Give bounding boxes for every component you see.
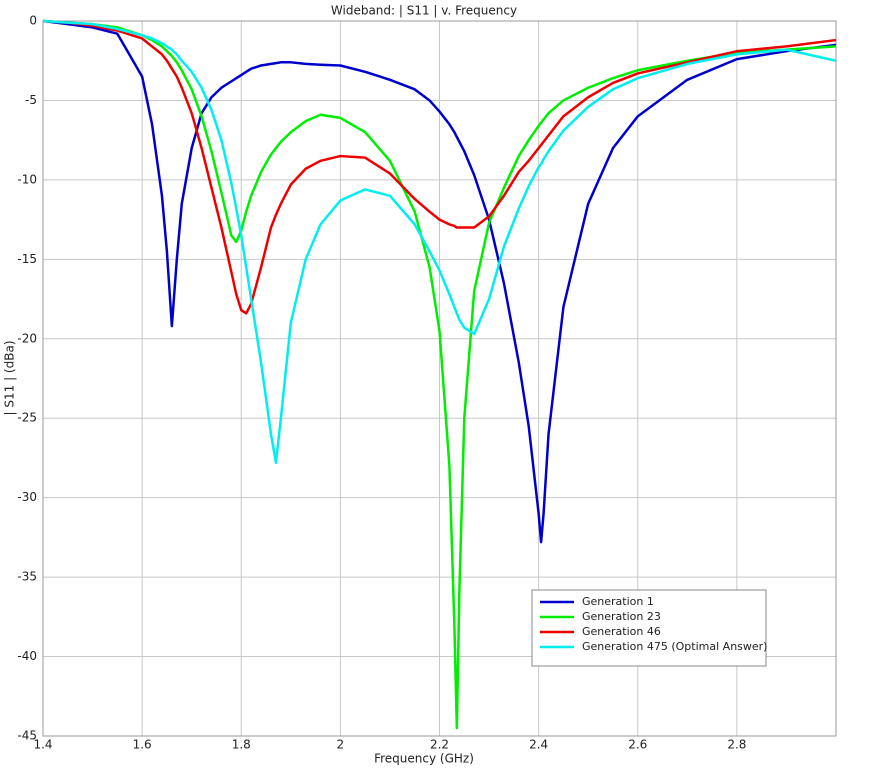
x-tick-label: 2.4 <box>529 738 548 752</box>
y-tick-label: -5 <box>25 93 37 107</box>
x-tick-label: 2.8 <box>727 738 746 752</box>
series-line <box>42 19 837 464</box>
y-tick-label: -15 <box>17 252 37 266</box>
plot-frame <box>42 20 837 737</box>
y-tick-label: -25 <box>17 411 37 425</box>
y-axis-label: | S11 | (dBa) <box>3 341 17 416</box>
legend-label: Generation 1 <box>582 595 654 608</box>
series-line <box>42 19 837 730</box>
y-tick-label: -20 <box>17 331 37 345</box>
series-line <box>42 19 837 544</box>
legend: Generation 1 Generation 23 Generation 46 Ge… <box>531 589 767 667</box>
y-tick-label: -45 <box>17 729 37 743</box>
x-tick-label: 1.6 <box>133 738 152 752</box>
y-tick-label: -35 <box>17 570 37 584</box>
y-tick-label: -30 <box>17 490 37 504</box>
series-line <box>42 19 837 315</box>
x-tick-label: 2.2 <box>430 738 449 752</box>
chart-title: Wideband: | S11 | v. Frequency <box>331 4 517 18</box>
y-tick-label: -10 <box>17 172 37 186</box>
y-tick-label: 0 <box>29 14 37 28</box>
x-tick-label: 2.6 <box>628 738 647 752</box>
legend-label: Generation 475 (Optimal Answer) <box>582 640 767 653</box>
x-tick-label: 2 <box>337 738 345 752</box>
legend-label: Generation 46 <box>582 625 661 638</box>
x-tick-label: 1.4 <box>33 738 52 752</box>
x-axis-label: Frequency (GHz) <box>374 752 474 766</box>
y-tick-label: -40 <box>17 649 37 663</box>
legend-label: Generation 23 <box>582 610 661 623</box>
x-tick-label: 1.8 <box>232 738 251 752</box>
